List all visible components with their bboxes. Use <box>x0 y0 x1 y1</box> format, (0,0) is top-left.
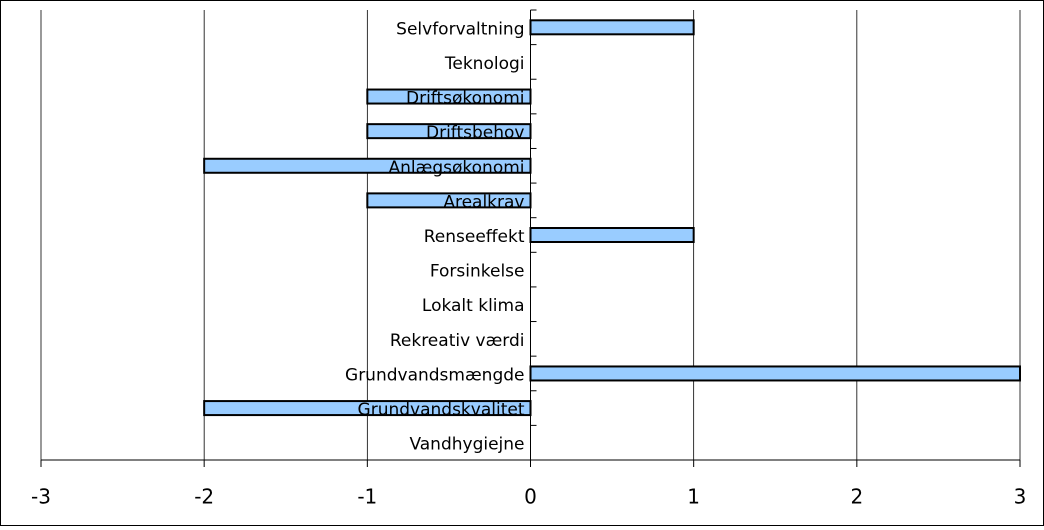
y-tick-label: Selvforvaltning <box>396 19 524 39</box>
y-tick-label: Forsinkelse <box>430 262 525 282</box>
x-tick-label: 3 <box>1014 485 1027 509</box>
x-tick-label: -1 <box>357 485 377 509</box>
bar <box>366 88 532 105</box>
bar <box>529 227 695 243</box>
bar <box>203 400 532 417</box>
y-tick-label: Arealkrav <box>443 192 524 212</box>
x-tick-label: 0 <box>524 485 537 509</box>
y-tick-label: Teknologi <box>444 54 525 74</box>
x-tick-label: -2 <box>194 485 214 509</box>
y-tick-label: Rekreativ værdi <box>390 331 525 351</box>
y-tick-label: Lokalt klima <box>422 296 525 316</box>
x-tick-label: 1 <box>687 485 700 509</box>
y-tick-label: Grundvandskvalitet <box>358 400 525 420</box>
bar <box>203 157 532 174</box>
y-tick-label: Vandhygiejne <box>409 435 524 455</box>
y-tick-label: Driftsbehov <box>426 123 525 143</box>
y-tick-label: Grundvandsmængde <box>345 365 524 385</box>
bar <box>366 123 532 140</box>
y-tick-label: Driftsøkonomi <box>406 89 525 109</box>
x-tick-label: 2 <box>850 485 863 509</box>
bar <box>366 192 532 209</box>
x-tick-label: -3 <box>31 485 51 509</box>
y-tick-label: Anlægsøkonomi <box>389 158 525 178</box>
bar <box>529 19 695 36</box>
y-tick-label: Renseeffekt <box>424 227 525 247</box>
bar <box>529 365 1021 382</box>
